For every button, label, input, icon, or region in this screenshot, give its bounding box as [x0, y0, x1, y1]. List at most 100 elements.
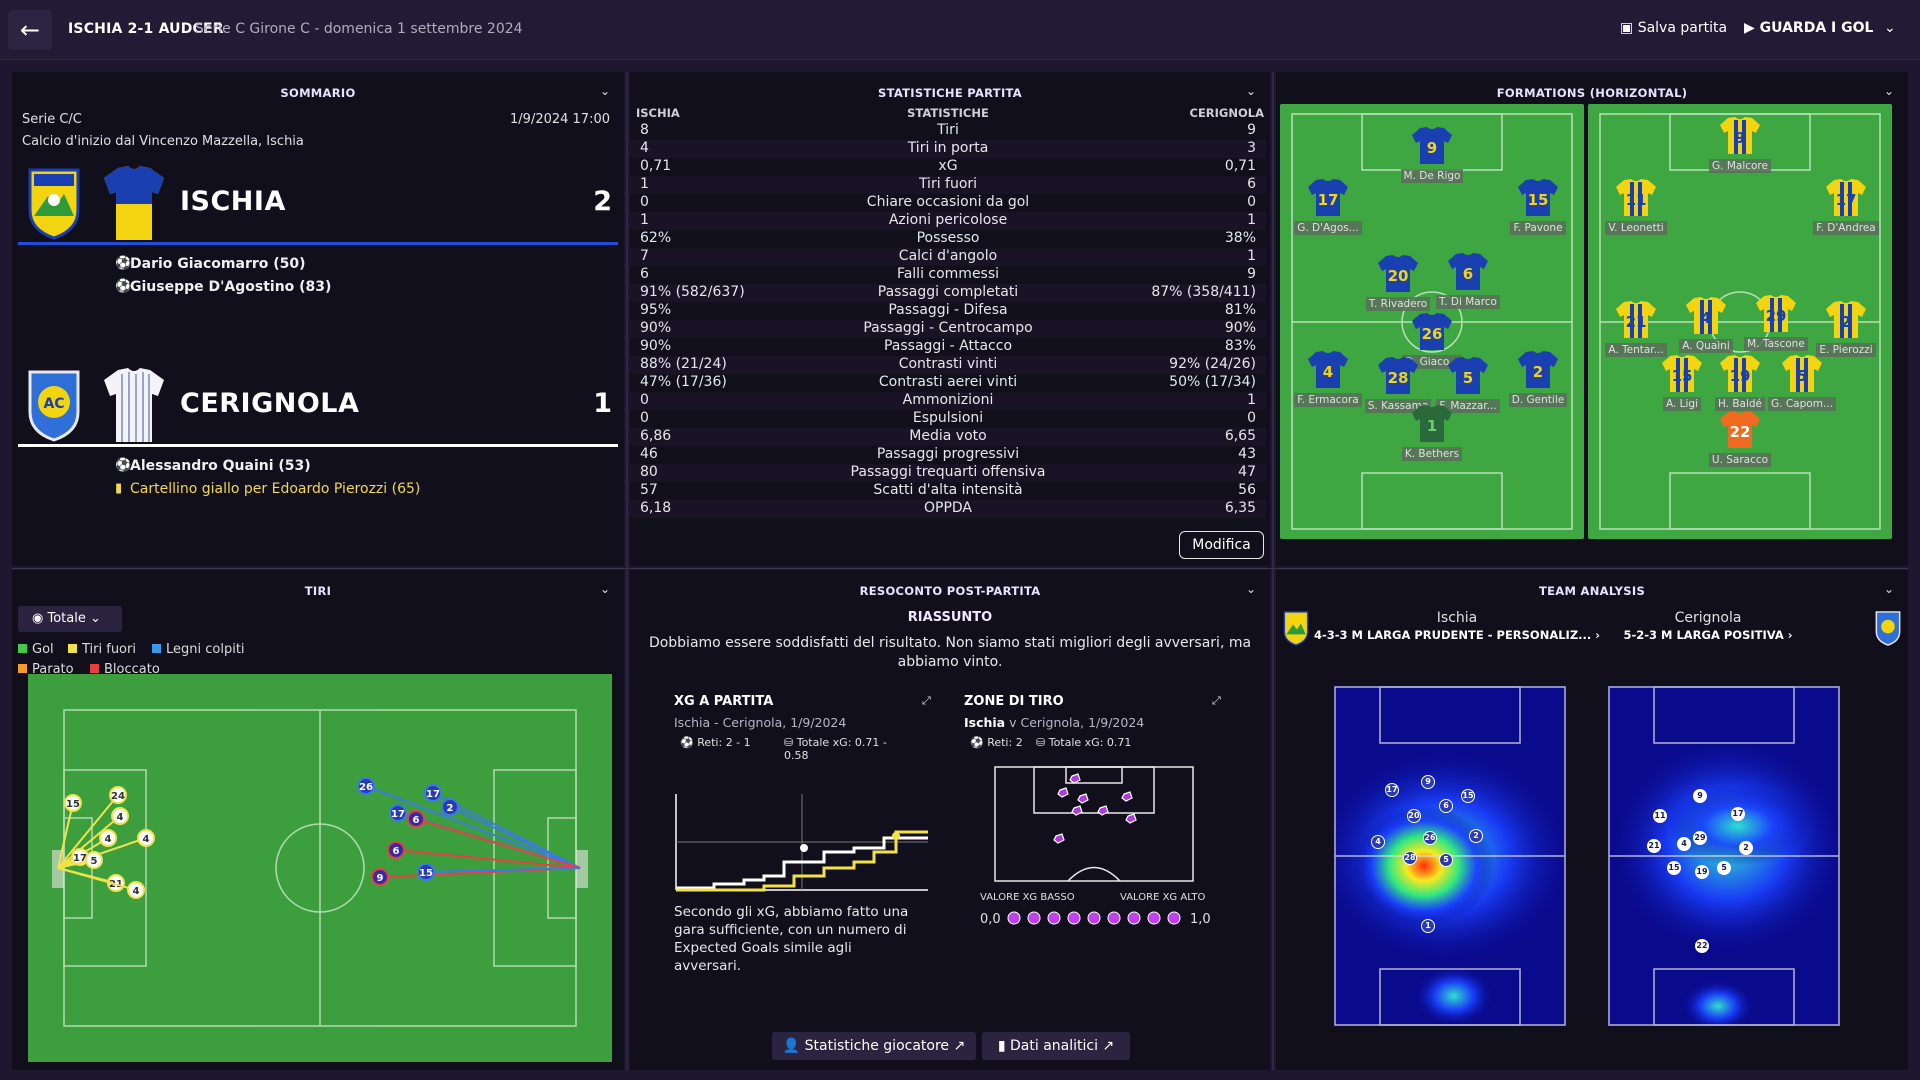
position-dot[interactable]: 5: [1439, 853, 1453, 867]
back-button[interactable]: ←: [8, 10, 52, 50]
position-dot[interactable]: 2: [1469, 829, 1483, 843]
player-marker[interactable]: 28 S. Kassama: [1363, 356, 1433, 413]
shot-marker[interactable]: 15: [417, 863, 581, 881]
divider: [12, 568, 1908, 569]
analytics-button[interactable]: ▮ Dati analitici ↗: [982, 1032, 1130, 1060]
player-marker[interactable]: 17 G. D'Agos...: [1293, 178, 1363, 235]
shot-number: 24: [111, 791, 125, 802]
player-marker[interactable]: 22 U. Saracco: [1705, 410, 1775, 467]
player-marker[interactable]: 4 A. Quaini: [1671, 296, 1741, 353]
position-dot[interactable]: 15: [1461, 789, 1475, 803]
player-marker[interactable]: 1 K. Bethers: [1397, 404, 1467, 461]
position-dot[interactable]: 22: [1695, 939, 1709, 953]
stat-row: 8 Tiri 9: [630, 122, 1266, 140]
shirt-icon: 26: [1412, 313, 1452, 350]
chevron-down-icon[interactable]: ⌄: [1245, 582, 1256, 596]
position-dot[interactable]: 2: [1739, 841, 1753, 855]
position-dot[interactable]: 4: [1371, 835, 1385, 849]
position-dot[interactable]: 1: [1421, 919, 1435, 933]
shot-marker[interactable]: 4: [57, 807, 129, 869]
scale-max: 1,0: [1190, 912, 1211, 927]
svg-text:9: 9: [1427, 139, 1437, 157]
expand-icon[interactable]: ⤢: [922, 694, 931, 707]
player-name: M. De Rigo: [1400, 169, 1464, 183]
player-stats-button[interactable]: 👤 Statistiche giocatore ↗: [772, 1032, 976, 1060]
position-dot[interactable]: 19: [1695, 865, 1709, 879]
shot-number: 26: [359, 782, 373, 793]
shots-filter-dropdown[interactable]: ◉ Totale ⌄: [18, 606, 122, 632]
shot-marker[interactable]: 4: [57, 829, 155, 869]
player-marker[interactable]: 26 D. Giaco...: [1397, 312, 1467, 369]
player-marker[interactable]: 5 G. Capom...: [1767, 354, 1837, 411]
player-marker[interactable]: 21 A. Tentar...: [1601, 300, 1671, 357]
shot-marker[interactable]: 6: [387, 841, 581, 869]
away-tactic-link[interactable]: 5-2-3 M LARGA POSITIVA ›: [1623, 628, 1793, 642]
chevron-down-icon[interactable]: ⌄: [599, 84, 610, 98]
chevron-down-icon[interactable]: ⌄: [1883, 582, 1894, 596]
svg-text:4: 4: [1323, 363, 1333, 381]
stat-row: 80 Passaggi trequarti offensiva 47: [630, 464, 1266, 482]
watch-goals-button[interactable]: ▶ GUARDA I GOL: [1744, 20, 1873, 36]
player-marker[interactable]: 17 F. D'Andrea: [1811, 178, 1881, 235]
save-match-button[interactable]: ▣ Salva partita: [1620, 20, 1727, 36]
divider: [626, 72, 628, 1070]
shot-marker[interactable]: 2: [441, 798, 581, 869]
shot-marker[interactable]: 5: [57, 851, 103, 869]
shot-marker[interactable]: 4: [57, 867, 145, 899]
away-team-bar: [18, 444, 618, 447]
player-marker[interactable]: 2 D. Gentile: [1503, 350, 1573, 407]
player-name: F. D'Andrea: [1813, 221, 1879, 235]
position-dot[interactable]: 15: [1667, 861, 1681, 875]
position-dot[interactable]: 4: [1677, 837, 1691, 851]
xg-high-label: VALORE XG ALTO: [1120, 892, 1206, 903]
position-dot[interactable]: 9: [1693, 789, 1707, 803]
stat-away-value: 92% (24/26): [1169, 356, 1256, 372]
player-marker[interactable]: 9 G. Malcore: [1705, 116, 1775, 173]
position-dot[interactable]: 28: [1403, 851, 1417, 865]
shirt-icon: 29: [1756, 295, 1796, 332]
player-marker[interactable]: 4 F. Ermacora: [1293, 350, 1363, 407]
position-dot[interactable]: 17: [1731, 807, 1745, 821]
edit-button[interactable]: Modifica: [1179, 531, 1264, 559]
xg-commentary: Secondo gli xG, abbiamo fatto una gara s…: [674, 904, 909, 974]
shot-marker[interactable]: 24: [57, 786, 127, 869]
away-team-row[interactable]: AC CERIGNOLA 1: [18, 362, 618, 452]
player-marker[interactable]: 15 F. Pavone: [1503, 178, 1573, 235]
chevron-down-icon[interactable]: ⌄: [1884, 20, 1896, 36]
stat-row: 46 Passaggi progressivi 43: [630, 446, 1266, 464]
player-marker[interactable]: 11 V. Leonetti: [1601, 178, 1671, 235]
svg-text:15: 15: [1528, 191, 1549, 209]
player-marker[interactable]: 29 M. Tascone: [1741, 294, 1811, 351]
shot-marker[interactable]: 6: [407, 810, 581, 869]
player-marker[interactable]: 19 H. Baldé: [1705, 354, 1775, 411]
player-marker[interactable]: 15 A. Ligi: [1647, 354, 1717, 411]
zones-card-title: ZONE DI TIRO: [964, 694, 1064, 709]
player-name: F. Pavone: [1510, 221, 1566, 235]
ischia-crest-icon: [28, 168, 80, 240]
player-marker[interactable]: 20 T. Rivadero: [1363, 254, 1433, 311]
player-marker[interactable]: 9 M. De Rigo: [1397, 126, 1467, 183]
stat-home-value: 88% (21/24): [640, 356, 727, 372]
shot-marker[interactable]: 26: [357, 777, 581, 869]
position-dot[interactable]: 5: [1717, 861, 1731, 875]
position-dot[interactable]: 9: [1421, 775, 1435, 789]
position-dot[interactable]: 17: [1385, 783, 1399, 797]
chevron-down-icon[interactable]: ⌄: [1245, 84, 1256, 98]
player-marker[interactable]: 6 T. Di Marco: [1433, 252, 1503, 309]
position-dot[interactable]: 26: [1423, 831, 1437, 845]
position-dot[interactable]: 6: [1439, 799, 1453, 813]
chevron-down-icon[interactable]: ⌄: [1883, 84, 1894, 98]
home-team-row[interactable]: ISCHIA 2: [18, 160, 618, 250]
position-dot[interactable]: 20: [1407, 809, 1421, 823]
expand-icon[interactable]: ⤢: [1212, 694, 1221, 707]
chevron-down-icon[interactable]: ⌄: [599, 582, 610, 596]
position-dot[interactable]: 11: [1653, 809, 1667, 823]
position-dot[interactable]: 29: [1693, 831, 1707, 845]
position-dot[interactable]: 21: [1647, 839, 1661, 853]
player-marker[interactable]: 5 F. Mazzar...: [1433, 356, 1503, 413]
stat-name: Chiare occasioni da gol: [866, 194, 1030, 210]
home-tactic-link[interactable]: 4-3-3 M LARGA PRUDENTE - PERSONALIZ... ›: [1313, 628, 1601, 642]
stat-away-value: 43: [1238, 446, 1256, 462]
shot-marker[interactable]: 15: [57, 794, 82, 869]
player-marker[interactable]: 2 E. Pierozzi: [1811, 300, 1881, 357]
